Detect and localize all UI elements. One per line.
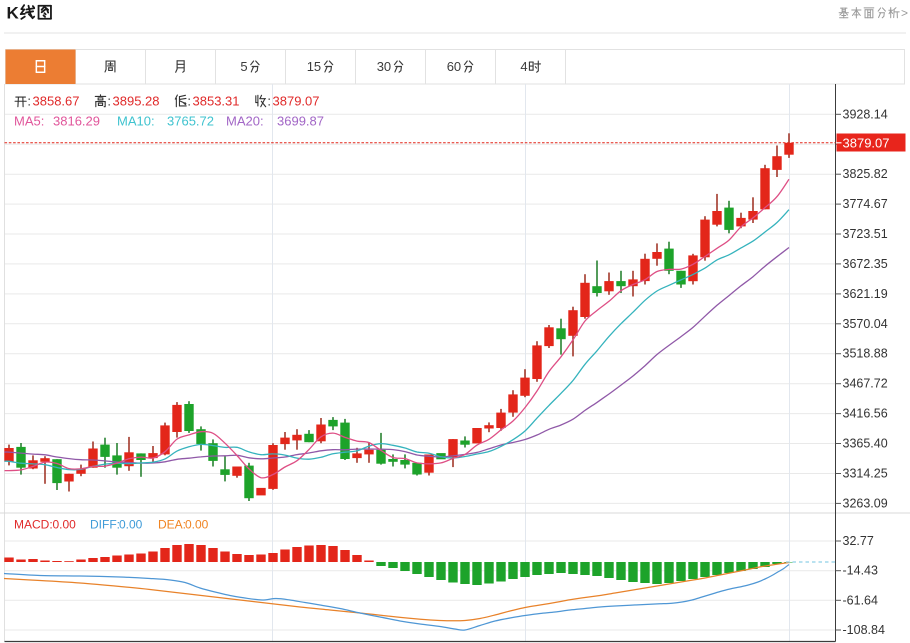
svg-text:60: 60 xyxy=(447,59,461,74)
svg-text:3879.07: 3879.07 xyxy=(273,94,320,109)
svg-text:MACD:: MACD: xyxy=(14,518,53,532)
svg-text:5: 5 xyxy=(240,59,247,74)
svg-text:3314.25: 3314.25 xyxy=(843,466,888,480)
svg-text::: : xyxy=(187,94,191,109)
svg-text:32.77: 32.77 xyxy=(843,534,874,548)
svg-text:3699.87: 3699.87 xyxy=(277,114,324,129)
svg-text:3672.35: 3672.35 xyxy=(843,257,888,271)
svg-text:-61.64: -61.64 xyxy=(843,593,878,607)
svg-text:DEA:: DEA: xyxy=(158,518,186,532)
svg-text:0.00: 0.00 xyxy=(119,518,143,532)
svg-text:0.00: 0.00 xyxy=(53,518,77,532)
svg-text:3895.28: 3895.28 xyxy=(113,94,160,109)
svg-text:15: 15 xyxy=(307,59,321,74)
svg-text::: : xyxy=(267,94,271,109)
svg-text::: : xyxy=(107,94,111,109)
svg-text:>: > xyxy=(901,6,908,20)
svg-text:MA20:: MA20: xyxy=(226,114,264,129)
svg-text:3774.67: 3774.67 xyxy=(843,197,888,211)
svg-text:MA5:: MA5: xyxy=(14,114,44,129)
svg-text:0.00: 0.00 xyxy=(185,518,209,532)
svg-text:3263.09: 3263.09 xyxy=(843,496,888,510)
svg-text:3879.07: 3879.07 xyxy=(843,136,890,151)
svg-text:-108.84: -108.84 xyxy=(843,623,885,637)
svg-text:4: 4 xyxy=(520,59,527,74)
svg-text:3570.04: 3570.04 xyxy=(843,317,888,331)
svg-text:3723.51: 3723.51 xyxy=(843,227,888,241)
svg-text:MA10:: MA10: xyxy=(117,114,155,129)
svg-text:3853.31: 3853.31 xyxy=(193,94,240,109)
svg-text:3518.88: 3518.88 xyxy=(843,347,888,361)
svg-text:3858.67: 3858.67 xyxy=(33,94,80,109)
svg-text:DIFF:: DIFF: xyxy=(90,518,120,532)
svg-text:3765.72: 3765.72 xyxy=(167,114,214,129)
svg-text:3825.82: 3825.82 xyxy=(843,167,888,181)
svg-text:3365.40: 3365.40 xyxy=(843,437,888,451)
svg-text:3928.14: 3928.14 xyxy=(843,107,888,121)
svg-text:3816.29: 3816.29 xyxy=(53,114,100,129)
svg-text:3467.72: 3467.72 xyxy=(843,377,888,391)
svg-text:K: K xyxy=(7,4,20,23)
svg-text:-14.43: -14.43 xyxy=(843,564,878,578)
svg-text::: : xyxy=(27,94,31,109)
svg-text:3621.19: 3621.19 xyxy=(843,287,888,301)
svg-text:3416.56: 3416.56 xyxy=(843,407,888,421)
svg-text:30: 30 xyxy=(377,59,391,74)
